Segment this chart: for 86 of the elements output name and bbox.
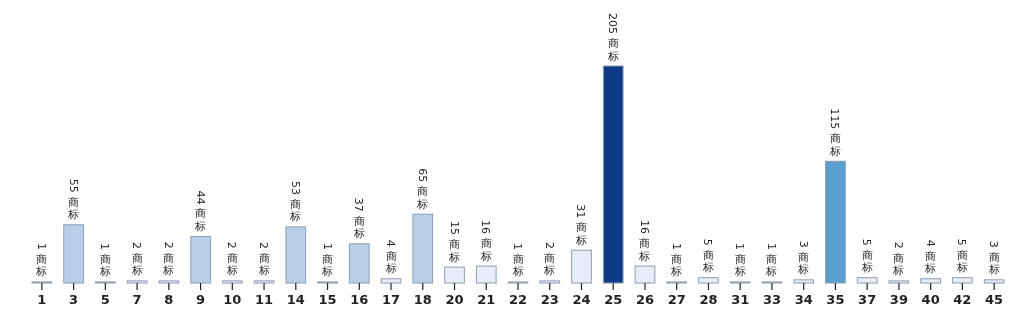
x-tick-label: 42 (953, 292, 972, 307)
data-label: 2 商标 (225, 241, 239, 278)
bar (348, 243, 370, 284)
data-label: 53 商标 (288, 180, 302, 224)
bar (444, 266, 465, 284)
x-tick-label: 16 (350, 292, 369, 307)
data-label: 1 商标 (98, 242, 112, 279)
x-tick-label: 7 (132, 292, 142, 307)
bar (285, 226, 307, 284)
data-label: 55 商标 (66, 178, 80, 222)
x-tick-label: 20 (445, 292, 464, 307)
x-tick-label: 23 (540, 292, 559, 307)
data-label: 15 商标 (447, 221, 461, 264)
bar (952, 277, 973, 284)
bar (126, 280, 148, 284)
bar (475, 265, 497, 284)
x-tick-label: 33 (762, 292, 781, 307)
bar (856, 277, 878, 284)
x-tick-label: 15 (318, 292, 337, 307)
data-label: 2 商标 (257, 241, 271, 278)
x-tick-label: 14 (286, 292, 305, 307)
x-tick-label: 35 (826, 292, 845, 307)
bar (634, 265, 656, 284)
data-label: 2 商标 (130, 241, 144, 278)
data-label: 5 商标 (955, 238, 969, 275)
data-label: 65 商标 (415, 168, 429, 211)
x-tick-label: 31 (731, 292, 750, 307)
x-tick-label: 17 (381, 292, 401, 307)
x-tick-label: 10 (223, 292, 242, 307)
x-tick-label: 9 (196, 292, 206, 307)
x-tick-label: 26 (635, 292, 655, 307)
x-tick-label: 1 (37, 292, 47, 307)
x-tick-label: 34 (794, 292, 813, 307)
data-label: 44 商标 (193, 190, 207, 233)
bar (190, 235, 211, 284)
bar (412, 213, 434, 284)
x-tick-label: 27 (667, 292, 686, 307)
x-tick-label: 40 (921, 292, 940, 307)
bar (571, 249, 592, 284)
bar (602, 65, 624, 284)
data-label: 5 商标 (701, 238, 715, 275)
x-tick-label: 24 (572, 292, 591, 307)
x-tick-label: 37 (858, 292, 877, 307)
data-label: 1 商标 (764, 242, 778, 279)
x-tick-label: 25 (604, 292, 623, 307)
data-label: 1 商标 (34, 242, 48, 279)
data-label: 37 商标 (352, 197, 366, 241)
bar (539, 280, 561, 284)
bar (983, 279, 1005, 284)
bar (888, 280, 910, 284)
data-label: 3 商标 (796, 240, 810, 277)
data-label: 3 商标 (987, 240, 1001, 277)
bar (825, 160, 846, 284)
x-tick-label: 22 (508, 292, 528, 307)
data-label: 4 商标 (923, 239, 937, 276)
data-label: 1 商标 (733, 242, 747, 279)
data-label: 2 商标 (891, 241, 905, 278)
bar (793, 279, 815, 284)
x-tick-label: 3 (69, 292, 79, 307)
data-label: 205 商标 (606, 13, 620, 63)
data-label: 1 商标 (669, 242, 683, 279)
data-label: 5 商标 (860, 238, 874, 275)
data-label: 1 商标 (320, 242, 334, 279)
x-tick-label: 8 (164, 292, 174, 307)
data-label: 31 商标 (574, 204, 588, 247)
data-label: 2 商标 (542, 241, 556, 278)
bar (158, 280, 180, 284)
x-tick-label: 18 (413, 292, 432, 307)
x-tick-label: 5 (100, 292, 110, 307)
x-tick-label: 11 (255, 292, 274, 307)
bar (380, 278, 402, 284)
data-label: 1 商标 (511, 242, 524, 279)
bar (63, 224, 84, 284)
bar (698, 277, 719, 284)
x-tick-label: 28 (699, 292, 718, 307)
x-tick-label: 21 (477, 292, 496, 307)
data-label: 4 商标 (384, 239, 398, 276)
data-label: 2 商标 (161, 241, 175, 278)
data-label: 16 商标 (479, 220, 493, 263)
bar (253, 280, 275, 284)
bar (221, 280, 243, 284)
data-label: 16 商标 (637, 220, 651, 263)
data-label: 115 商标 (828, 108, 842, 158)
x-tick-label: 45 (985, 292, 1004, 307)
bar (920, 278, 941, 284)
x-tick-label: 39 (889, 292, 908, 307)
